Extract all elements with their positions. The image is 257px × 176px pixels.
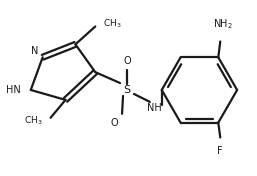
Text: NH: NH [148,103,162,113]
Text: NH$_2$: NH$_2$ [213,17,233,31]
Text: CH$_3$: CH$_3$ [24,115,43,127]
Text: O: O [123,56,131,66]
Text: CH$_3$: CH$_3$ [103,17,122,30]
Text: F: F [217,146,223,156]
Text: O: O [110,118,118,128]
Text: HN: HN [6,85,21,95]
Text: S: S [123,85,131,95]
Text: N: N [31,46,39,56]
